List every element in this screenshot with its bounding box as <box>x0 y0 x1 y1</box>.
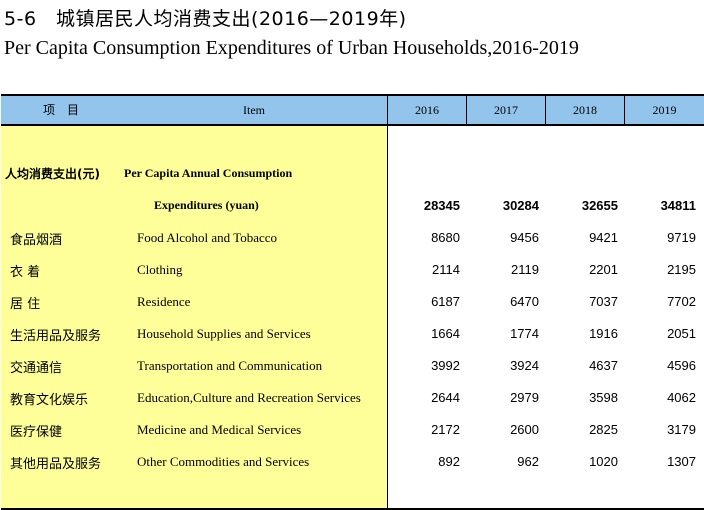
row-value-2016: 2114 <box>432 262 460 277</box>
row-value-2018: 2825 <box>589 422 618 437</box>
header-year-2016: 2016 <box>415 103 439 117</box>
row-label-english: Medicine and Medical Services <box>137 422 302 437</box>
row-value-2017: 6470 <box>510 294 539 309</box>
row-value-2019: 4596 <box>667 358 696 373</box>
row-value-2018: 1916 <box>589 326 618 341</box>
row-label-english: Education,Culture and Recreation Service… <box>137 390 361 405</box>
row-value-2017: 3924 <box>510 358 539 373</box>
table-row: 生活用品及服务 Household Supplies and Services … <box>1 322 704 346</box>
row-value-2016: 1664 <box>431 326 460 341</box>
total-label-english-line2: Expenditures (yuan) <box>154 198 259 212</box>
row-value-2019: 9719 <box>667 230 696 245</box>
row-value-2019: 2051 <box>667 326 696 341</box>
row-label-chinese: 其他用品及服务 <box>10 457 102 472</box>
header-year-2019: 2019 <box>652 103 677 117</box>
header-year-2018: 2018 <box>573 103 597 117</box>
row-label-english: Residence <box>137 294 191 309</box>
row-label-chinese: 食品烟酒 <box>10 233 63 248</box>
row-label-english: Household Supplies and Services <box>137 326 311 341</box>
row-value-2018: 2201 <box>589 262 618 277</box>
data-table: 项 目 Item 2016 2017 2018 2019 人均消费支出(元) P… <box>1 94 704 510</box>
item-column-highlight <box>1 126 387 508</box>
total-row: Expenditures (yuan) 28345 30284 32655 34… <box>1 194 704 218</box>
row-label-english: Clothing <box>137 262 183 277</box>
table-row: 医疗保健 Medicine and Medical Services 2172 … <box>1 418 704 442</box>
row-label-chinese: 医疗保健 <box>10 425 63 440</box>
row-value-2018: 3598 <box>589 390 618 405</box>
row-value-2018: 7037 <box>589 294 618 309</box>
total-value-2018: 32655 <box>581 198 618 213</box>
total-value-2016: 28345 <box>423 198 460 213</box>
table-title-chinese: 5-6 城镇居民人均消费支出(2016—2019年) <box>4 8 407 30</box>
row-value-2017: 2600 <box>510 422 539 437</box>
total-label-english-line1: Per Capita Annual Consumption <box>124 166 293 180</box>
table-row: 教育文化娱乐 Education,Culture and Recreation … <box>1 386 704 410</box>
row-value-2016: 6187 <box>431 294 460 309</box>
total-value-2017: 30284 <box>502 198 539 213</box>
row-label-chinese: 衣 着 <box>10 265 41 280</box>
row-value-2018: 9421 <box>589 230 618 245</box>
row-value-2016: 892 <box>438 454 460 469</box>
row-value-2016: 2172 <box>431 422 460 437</box>
row-label-english: Other Commodities and Services <box>137 454 310 469</box>
header-item-chinese: 项 目 <box>42 103 79 117</box>
table-row: 其他用品及服务 Other Commodities and Services 8… <box>1 450 704 474</box>
table-title-english: Per Capita Consumption Expenditures of U… <box>4 37 579 59</box>
row-value-2016: 3992 <box>431 358 460 373</box>
row-label-chinese: 生活用品及服务 <box>10 329 102 344</box>
header-divider <box>466 96 467 124</box>
table-row: 交通通信 Transportation and Communication 39… <box>1 354 704 378</box>
row-value-2017: 2119 <box>511 262 539 277</box>
row-value-2017: 1774 <box>510 326 539 341</box>
header-divider <box>624 96 625 124</box>
row-label-english: Food Alcohol and Tobacco <box>137 230 278 245</box>
table-row: 居 住 Residence 6187 6470 7037 7702 <box>1 290 704 314</box>
total-label-chinese: 人均消费支出(元) <box>5 167 100 181</box>
row-value-2019: 3179 <box>667 422 696 437</box>
table-bottom-rule <box>1 508 704 510</box>
total-row-label: 人均消费支出(元) Per Capita Annual Consumption <box>1 162 704 186</box>
total-value-2019: 34811 <box>660 198 696 213</box>
row-label-chinese: 教育文化娱乐 <box>10 393 89 408</box>
row-value-2016: 8680 <box>431 230 460 245</box>
row-value-2019: 7702 <box>667 294 696 309</box>
row-value-2018: 1020 <box>589 454 618 469</box>
row-value-2016: 2644 <box>431 390 460 405</box>
row-label-english: Transportation and Communication <box>137 358 323 373</box>
table-row: 衣 着 Clothing 2114 2119 2201 2195 <box>1 258 704 282</box>
row-label-chinese: 交通通信 <box>10 361 63 376</box>
header-divider <box>545 96 546 124</box>
table-top-rule <box>1 94 704 96</box>
row-value-2018: 4637 <box>589 358 618 373</box>
header-item-english: Item <box>243 103 265 117</box>
row-label-chinese: 居 住 <box>10 297 41 312</box>
table-row: 食品烟酒 Food Alcohol and Tobacco 8680 9456 … <box>1 226 704 250</box>
row-value-2019: 2195 <box>667 262 696 277</box>
row-value-2019: 4062 <box>667 390 696 405</box>
row-value-2019: 1307 <box>667 454 696 469</box>
row-value-2017: 2979 <box>510 390 539 405</box>
row-value-2017: 9456 <box>510 230 539 245</box>
header-year-2017: 2017 <box>494 103 518 117</box>
header-divider <box>387 96 388 124</box>
row-value-2017: 962 <box>517 454 539 469</box>
item-column-border <box>387 126 388 508</box>
table-header-row: 项 目 Item 2016 2017 2018 2019 <box>1 96 704 126</box>
